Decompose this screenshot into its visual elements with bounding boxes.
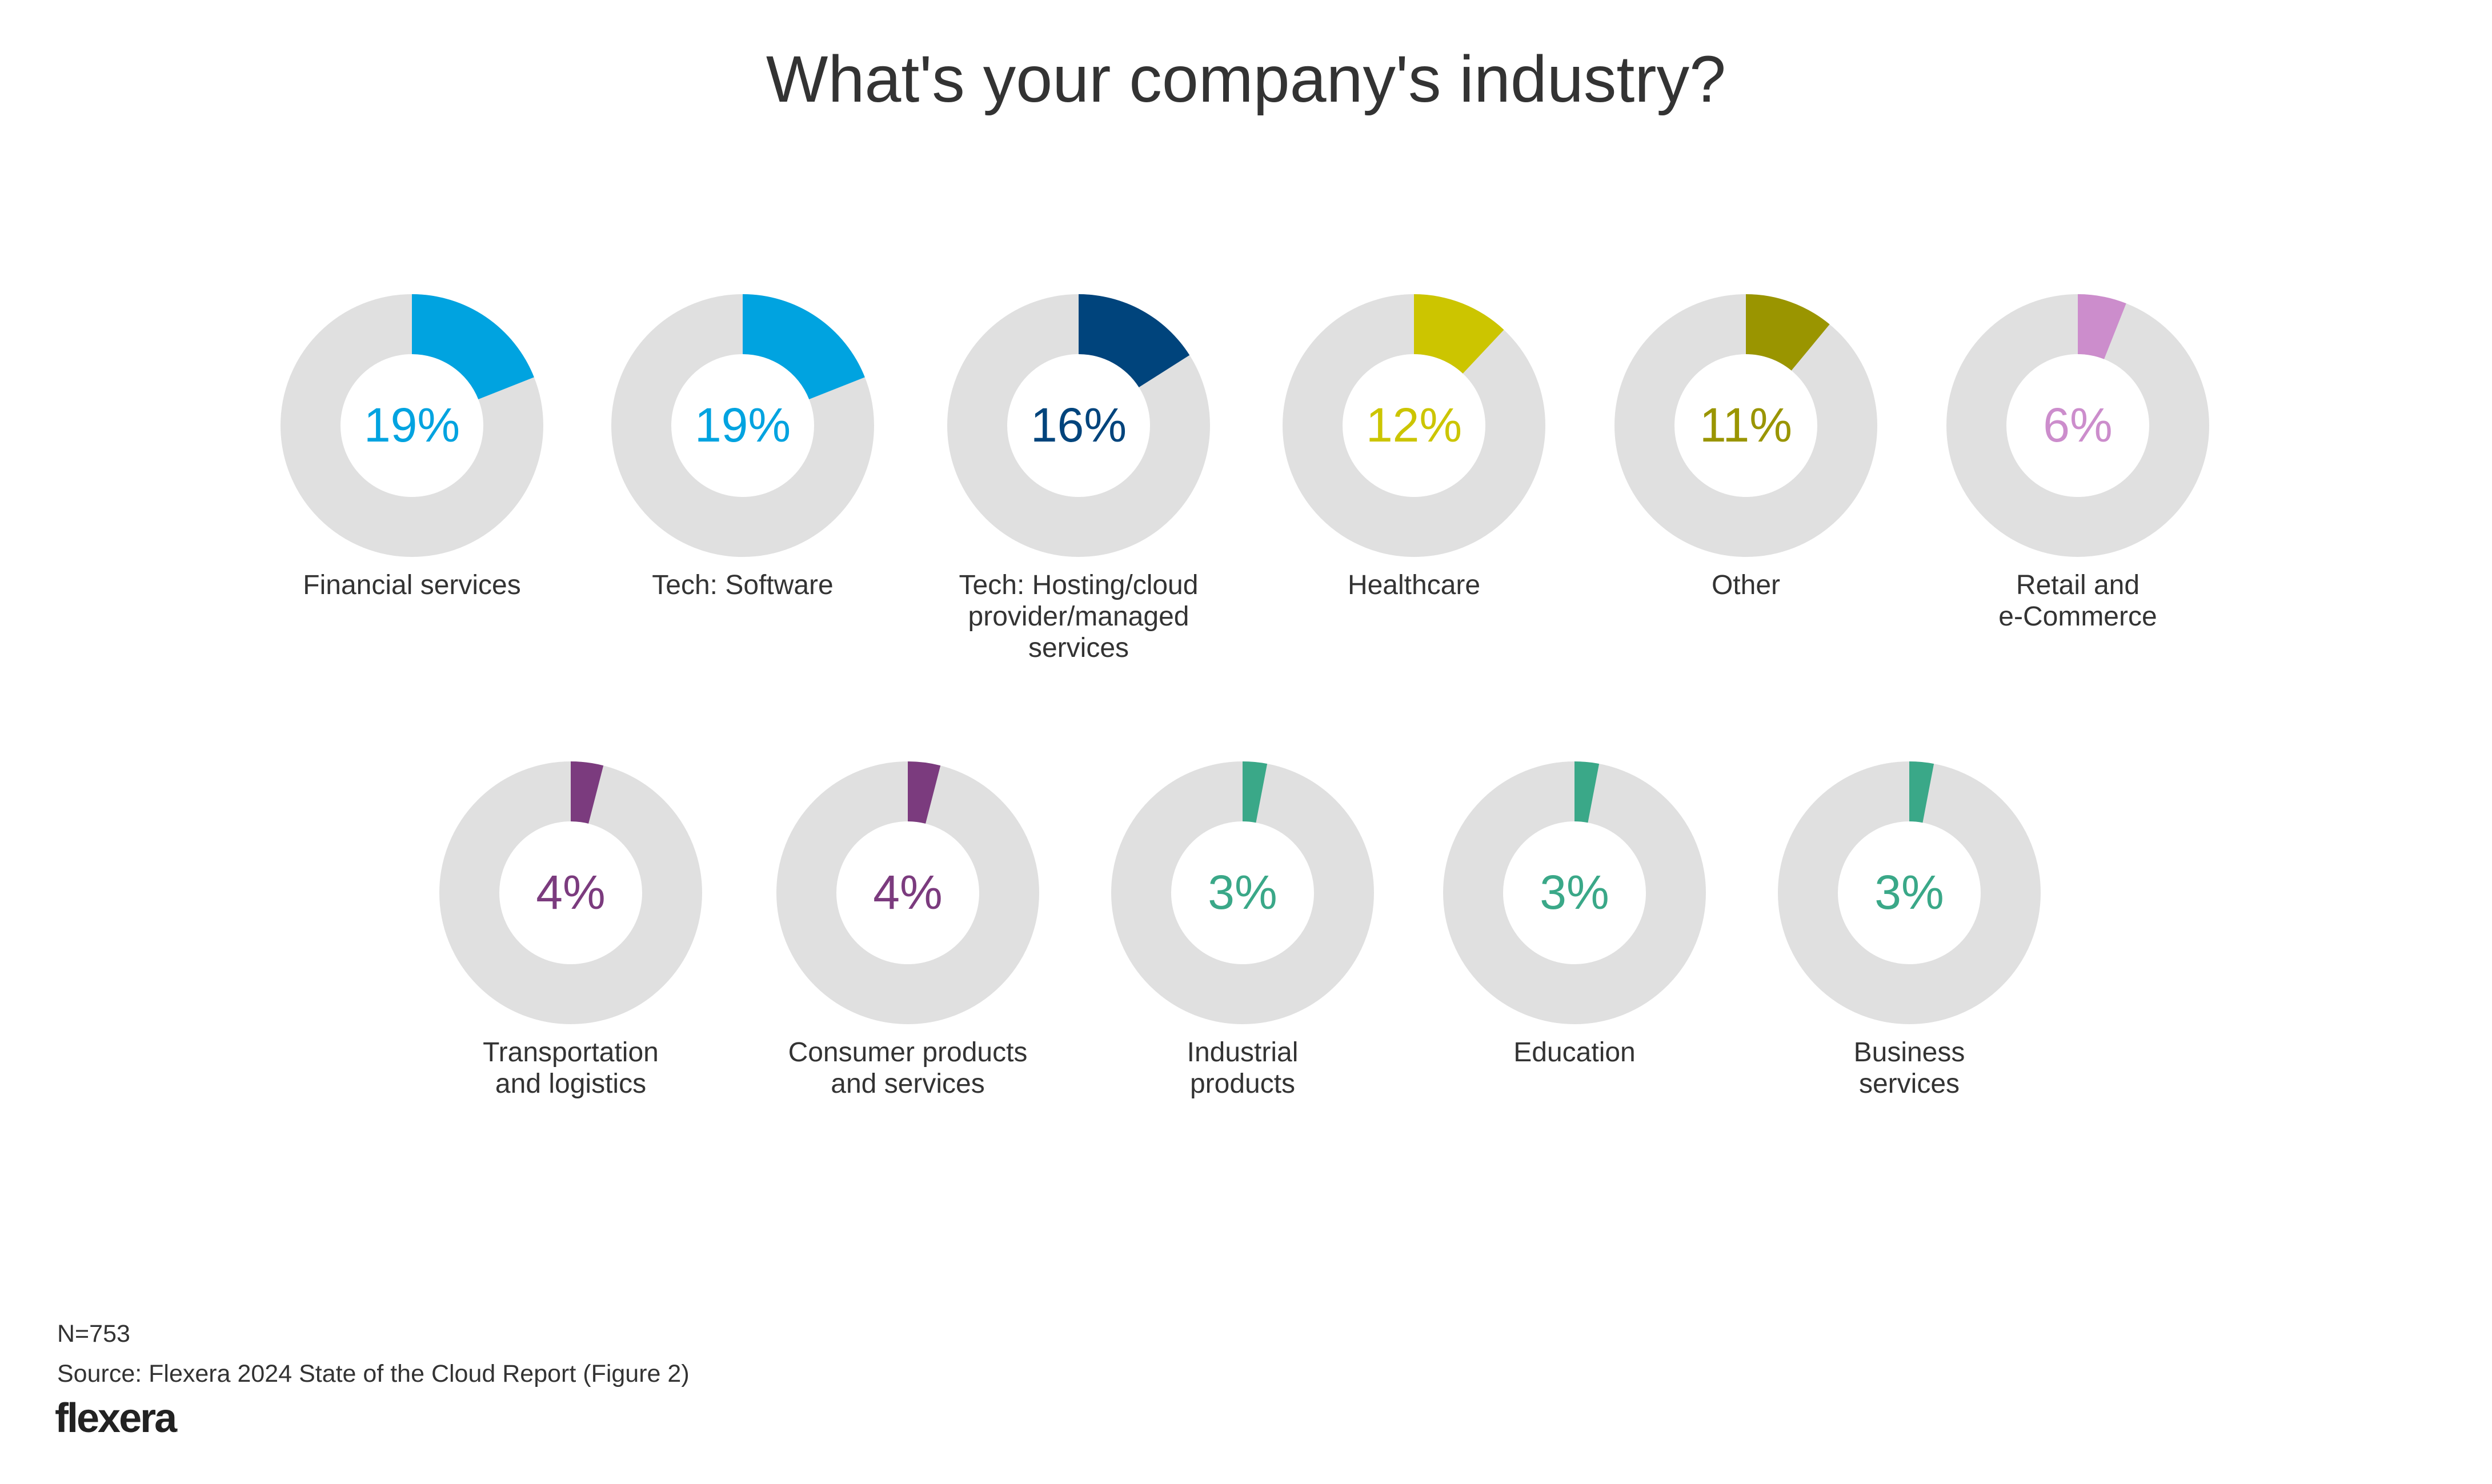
donut-value-label: 3% [1540,865,1609,919]
donut-slice [1746,294,1830,371]
donut-category-label: Transportation and logistics [483,1037,659,1099]
donut-category-label-line: Transportation [483,1037,659,1068]
donut-category-label: Financial services [303,570,520,600]
chart-title: What's your company's industry? [766,43,1726,116]
donut-category-label-line: Other [1712,570,1780,600]
donut-value-label: 19% [695,398,791,452]
donut-category-label-line: and services [831,1069,984,1099]
donut-category-label-line: Healthcare [1348,570,1480,600]
donut-category-label: Consumer products and services [788,1037,1028,1099]
donut-category-label-line: Industrial [1187,1037,1299,1068]
donut-slice [1079,294,1190,388]
donut-slice [571,761,604,824]
source-note: Source: Flexera 2024 State of the Cloud … [57,1360,690,1387]
donut-category-label: Retail and e-Commerce [1998,570,2157,632]
donut-category-label-line: provider/managed [968,601,1189,632]
donut-value-label: 16% [1031,398,1127,452]
donut-slice [1414,294,1504,374]
donut-slice [1243,761,1268,823]
donut-value-label: 12% [1366,398,1462,452]
donut-category-label: Healthcare [1348,570,1480,600]
donut-slice [1574,761,1600,823]
donut-category-label-line: Business [1854,1037,1965,1068]
donut-category-label-line: products [1190,1069,1295,1099]
donut-slice [743,294,865,399]
sample-size-note: N=753 [57,1320,130,1347]
donut-category-label-line: Financial services [303,570,520,600]
donut-slice [412,294,534,399]
donut-category-label-line: services [1028,633,1129,663]
donut-value-label: 19% [364,398,460,452]
donut-slice [908,761,941,824]
donut-slice [1909,761,1934,823]
donut-category-label-line: e-Commerce [1998,601,2157,632]
donut-value-label: 4% [873,865,942,919]
donut-category-label-line: Consumer products [788,1037,1028,1068]
donut-category-label-line: Tech: Software [652,570,833,600]
donut-value-label: 3% [1208,865,1277,919]
donut-category-label: Industrial products [1187,1037,1299,1099]
donut-category-label: Tech: Hosting/cloud provider/managed servi… [959,570,1199,663]
donut-value-label: 4% [536,865,605,919]
donut-category-label: Other [1712,570,1780,600]
donut-category-label-line: Tech: Hosting/cloud [959,570,1199,600]
donut-category-label-line: Retail and [2016,570,2140,600]
donut-category-label: Business services [1854,1037,1965,1099]
donut-category-label-line: services [1859,1069,1960,1099]
donut-slice [2078,294,2126,359]
flexera-logo: flexera. [55,1395,179,1441]
donut-category-label: Tech: Software [652,570,833,600]
donut-category-label-line: Education [1513,1037,1636,1068]
donut-category-label-line: and logistics [495,1069,646,1099]
donut-category-label: Education [1513,1037,1636,1068]
donut-value-label: 3% [1874,865,1944,919]
donut-value-label: 6% [2043,398,2112,452]
donut-value-label: 11% [1700,398,1792,452]
